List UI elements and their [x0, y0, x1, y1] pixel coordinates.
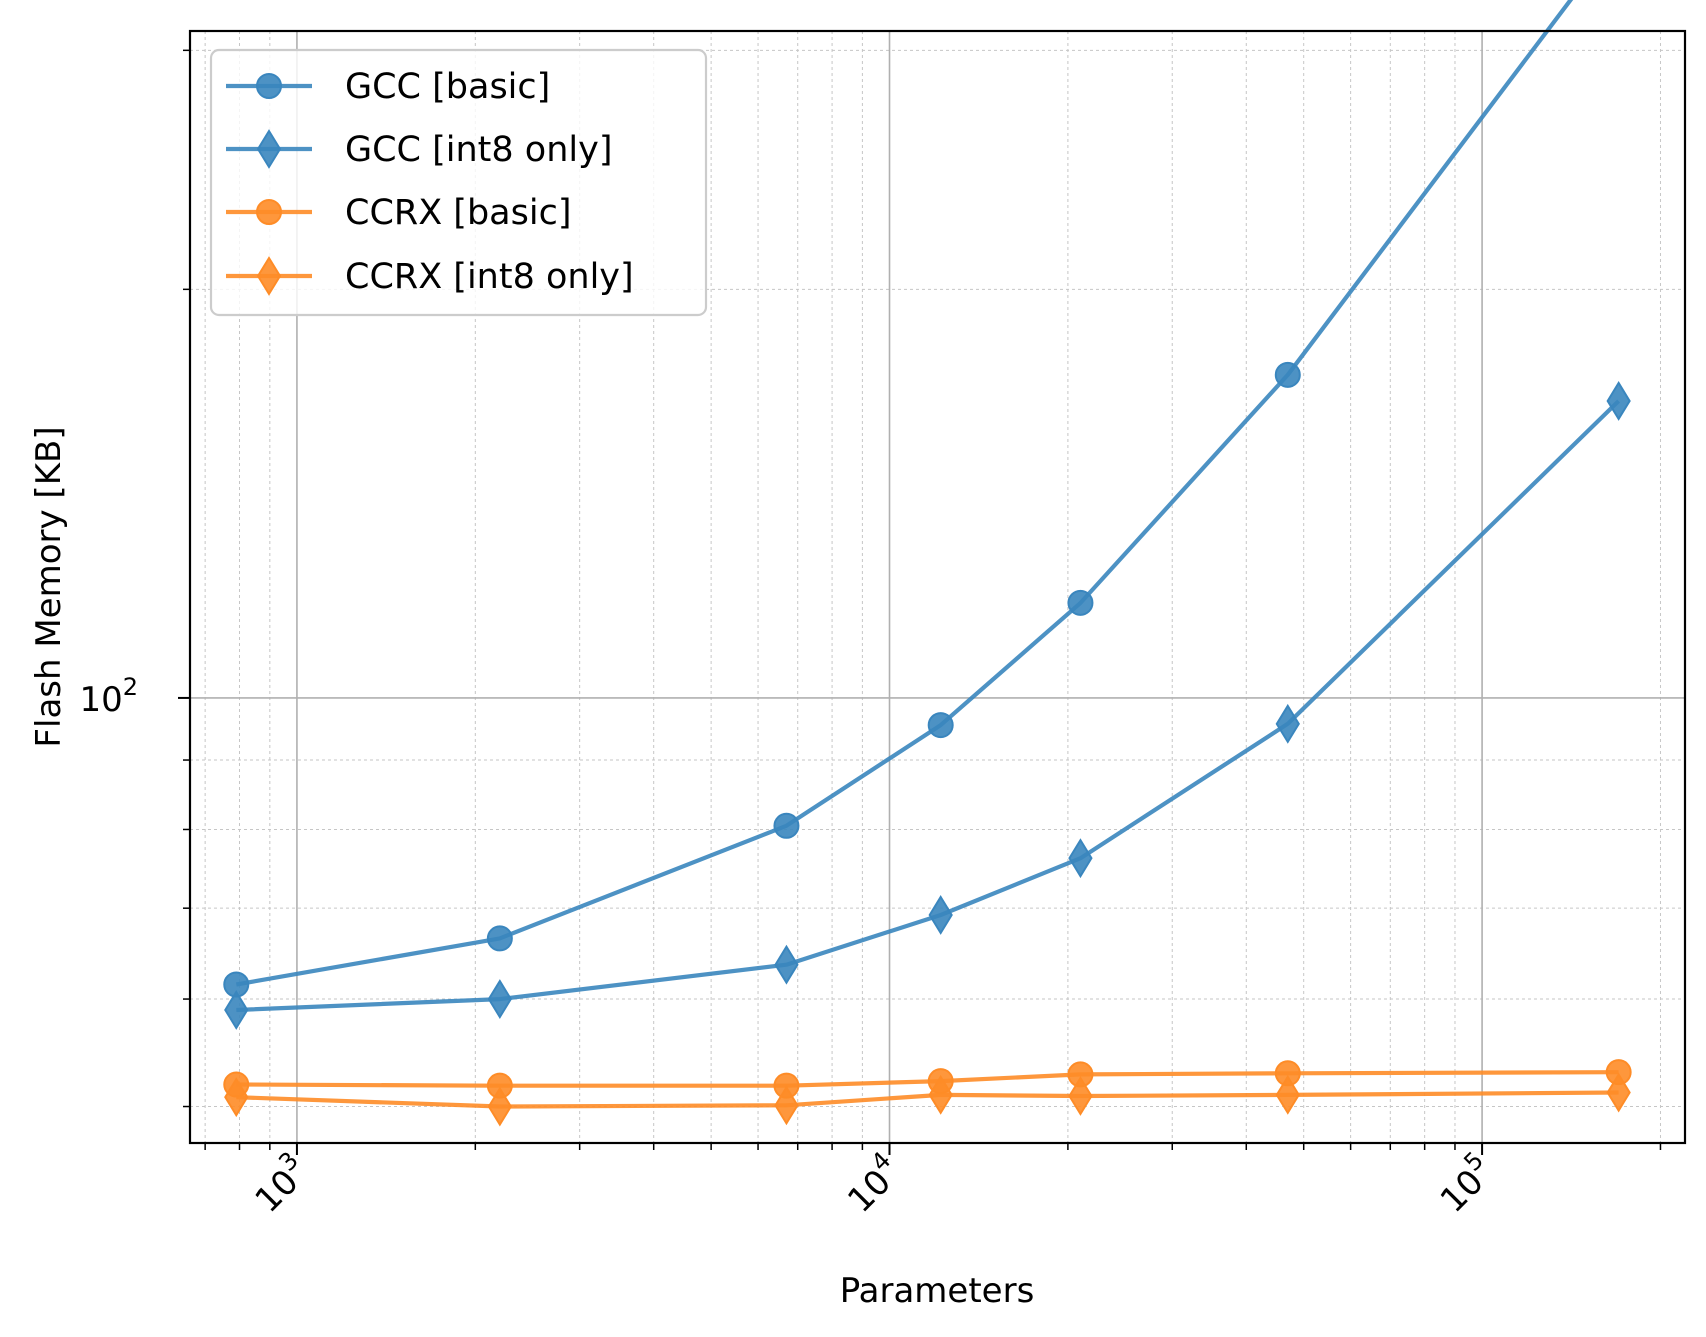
y-axis-label: Flash Memory [KB] [29, 426, 69, 747]
legend-label: GCC [basic] [345, 67, 550, 107]
legend: GCC [basic] GCC [int8 only] CCRX [basic] CC… [209, 48, 708, 317]
legend-marker [256, 256, 282, 296]
series-4 [224, 1072, 1631, 1127]
data-point-circle [927, 712, 954, 739]
data-point-circle [773, 812, 800, 839]
y-tick-label-base: 10 [79, 680, 122, 720]
data-point-diamond [1275, 1074, 1300, 1115]
series-layer [223, 0, 1632, 1127]
data-point-diamond [1068, 838, 1093, 879]
data-point-diamond [1275, 703, 1300, 744]
data-point-diamond [224, 1077, 249, 1118]
data-point-diamond [224, 990, 249, 1030]
axes-frame [188, 29, 1687, 1145]
data-point-diamond [774, 944, 799, 985]
legend-label: CCRX [basic] [345, 193, 571, 233]
axis-ticks [178, 49, 1662, 1155]
legend-entry-4: CCRX [int8 only] [226, 256, 634, 297]
data-point-diamond [928, 895, 953, 935]
legend-label: GCC [int8 only] [345, 130, 613, 170]
data-point-circle [486, 925, 513, 952]
data-point-diamond [1606, 381, 1631, 421]
legend-marker [256, 73, 282, 99]
minor-gridlines [190, 31, 1685, 1143]
data-point-diamond [928, 1074, 953, 1115]
data-point-diamond [1606, 1072, 1631, 1113]
legend-frame [209, 48, 708, 317]
legend-marker [256, 199, 282, 225]
series-2 [224, 381, 1631, 1030]
data-point-circle [1067, 589, 1094, 616]
data-point-diamond [487, 979, 513, 1019]
x-axis-label: Parameters [840, 1271, 1035, 1311]
legend-marker [256, 129, 282, 169]
series-1 [223, 0, 1574, 998]
data-point-diamond [774, 1085, 799, 1126]
legend-label: CCRX [int8 only] [345, 257, 634, 297]
legend-entry-1: GCC [basic] [226, 67, 550, 107]
data-point-diamond [487, 1086, 513, 1127]
y-tick-label: 102 [79, 673, 138, 720]
legend-entry-3: CCRX [basic] [226, 193, 571, 233]
y-tick-label-exponent: 2 [123, 673, 138, 701]
data-point-diamond [1068, 1076, 1093, 1116]
data-point-circle [1274, 361, 1301, 388]
legend-entry-2: GCC [int8 only] [226, 129, 613, 170]
